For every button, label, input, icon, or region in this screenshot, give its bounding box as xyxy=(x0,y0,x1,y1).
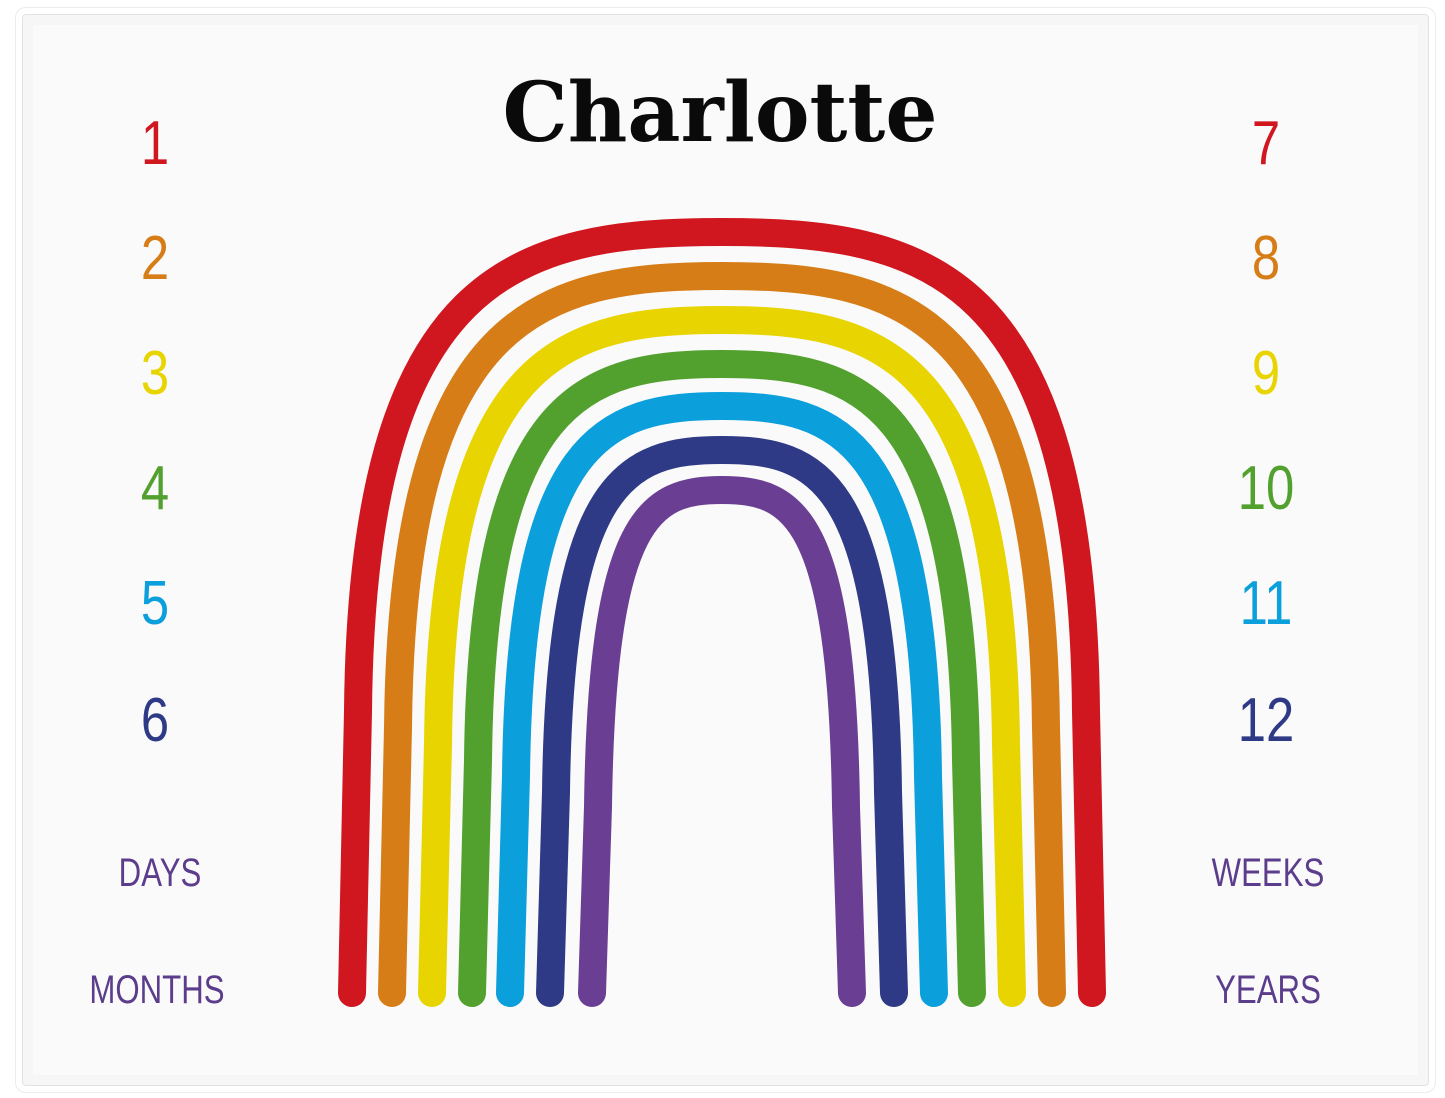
number-5: 5 xyxy=(140,569,170,638)
rainbow-band-green xyxy=(458,350,986,1007)
label-weeks: WEEKS xyxy=(1211,851,1325,895)
number-9: 9 xyxy=(1251,339,1281,408)
rainbow-band-red xyxy=(338,218,1106,1007)
number-4: 4 xyxy=(140,454,170,523)
number-2: 2 xyxy=(140,224,170,293)
number-11: 11 xyxy=(1239,569,1293,638)
label-days: DAYS xyxy=(118,851,202,895)
rainbow-band-yellow xyxy=(418,306,1026,1007)
blanket-inner-panel xyxy=(33,25,1418,1075)
rainbow-band-blue xyxy=(496,392,948,1007)
number-7: 7 xyxy=(1251,109,1281,178)
number-10: 10 xyxy=(1237,454,1295,523)
rainbow-band-orange xyxy=(378,262,1066,1007)
blanket-background xyxy=(22,14,1429,1086)
number-3: 3 xyxy=(140,339,170,408)
number-6: 6 xyxy=(140,686,170,755)
baby-name-title: Charlotte xyxy=(502,65,938,161)
rainbow-band-navy xyxy=(536,436,908,1007)
rainbow-band-purple xyxy=(578,476,866,1007)
number-12: 12 xyxy=(1237,686,1295,755)
label-months: MONTHS xyxy=(89,968,225,1012)
number-1: 1 xyxy=(140,109,170,178)
number-8: 8 xyxy=(1251,224,1281,293)
label-years: YEARS xyxy=(1215,968,1321,1012)
